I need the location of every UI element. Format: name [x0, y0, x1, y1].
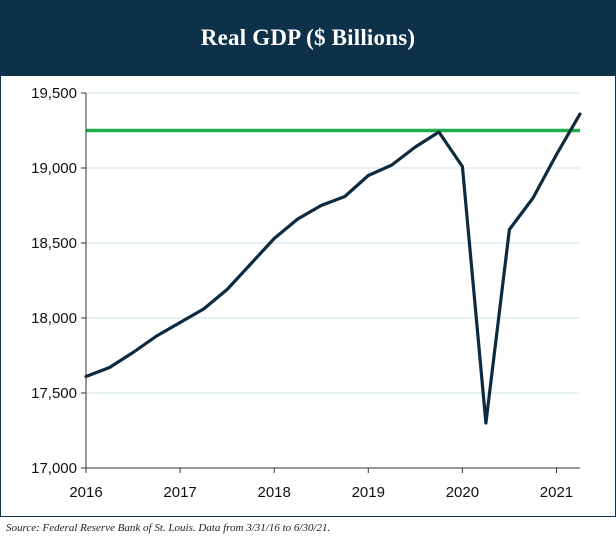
x-tick-label: 2019	[352, 484, 385, 501]
x-tick-label: 2018	[258, 484, 291, 501]
axes	[81, 92, 580, 473]
y-tick-label: 18,500	[31, 235, 77, 252]
chart-header: Real GDP ($ Billions)	[0, 0, 616, 76]
plot-area: 17,000 17,500 18,000 18,500 19,000 19,500 2016…	[0, 76, 616, 516]
y-tick-label: 17,500	[31, 385, 77, 402]
y-tick-label: 19,500	[31, 85, 77, 102]
source-note: Source: Federal Reserve Bank of St. Loui…	[6, 522, 331, 534]
gdp-line-chart: 17,000 17,500 18,000 18,500 19,000 19,500 2016…	[31, 85, 582, 501]
chart-title: Real GDP ($ Billions)	[200, 25, 416, 50]
x-tick-label: 2017	[163, 484, 196, 501]
series-layer	[84, 112, 582, 425]
x-tick-label: 2021	[540, 484, 573, 501]
y-tick-label: 19,000	[31, 160, 77, 177]
y-tick-label: 18,000	[31, 310, 77, 327]
x-tick-label: 2016	[69, 484, 102, 501]
y-tick-label: 17,000	[31, 460, 77, 477]
gridlines	[86, 92, 580, 394]
tick-labels: 17,000 17,500 18,000 18,500 19,000 19,500 2016…	[31, 85, 573, 501]
x-tick-label: 2020	[446, 484, 479, 501]
series-line-real-gdp	[84, 112, 582, 425]
